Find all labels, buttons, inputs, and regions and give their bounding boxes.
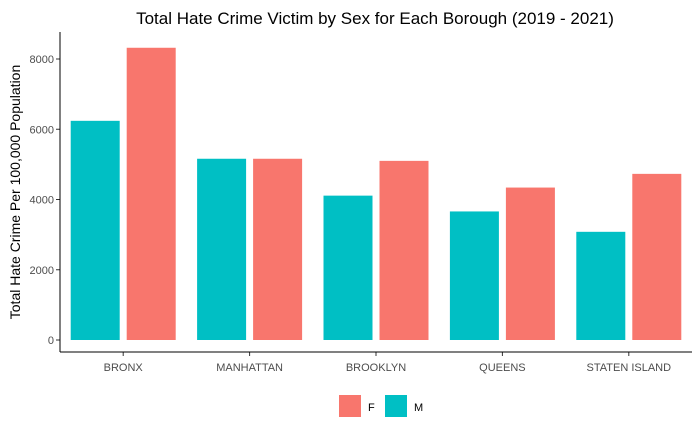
bar-F-queens <box>505 187 555 340</box>
legend-label-F: F <box>368 402 375 414</box>
y-axis: 0 2000 4000 6000 8000 <box>30 54 60 347</box>
bar-M-bronx <box>70 120 120 340</box>
bar-M-queens <box>449 211 499 340</box>
y-tick-label: 6000 <box>30 124 54 136</box>
bar-M-staten-island <box>576 231 626 340</box>
bars <box>70 47 682 340</box>
bar-F-brooklyn <box>379 160 429 340</box>
x-tick-label: BROOKLYN <box>346 362 406 374</box>
legend-swatch-F <box>339 395 361 417</box>
y-tick-label: 0 <box>48 335 54 347</box>
x-tick-label: STATEN ISLAND <box>587 362 672 374</box>
x-tick-label: MANHATTAN <box>216 362 283 374</box>
x-tick-label: QUEENS <box>479 362 525 374</box>
legend-swatch-M <box>385 395 407 417</box>
y-tick-label: 8000 <box>30 54 54 66</box>
bar-M-brooklyn <box>323 195 373 340</box>
legend-label-M: M <box>414 402 423 414</box>
x-tick-label: BRONX <box>104 362 144 374</box>
x-axis: BRONX MANHATTAN BROOKLYN QUEENS STATEN ISLAN… <box>104 352 671 374</box>
chart-title: Total Hate Crime Victim by Sex for Each … <box>136 9 614 28</box>
y-tick-label: 4000 <box>30 195 54 207</box>
y-axis-label: Total Hate Crime Per 100,000 Population <box>7 65 23 319</box>
bar-F-manhattan <box>253 158 303 340</box>
bar-F-staten-island <box>632 173 682 340</box>
y-tick-label: 2000 <box>30 265 54 277</box>
bar-M-manhattan <box>197 158 247 340</box>
bar-F-bronx <box>126 47 176 340</box>
